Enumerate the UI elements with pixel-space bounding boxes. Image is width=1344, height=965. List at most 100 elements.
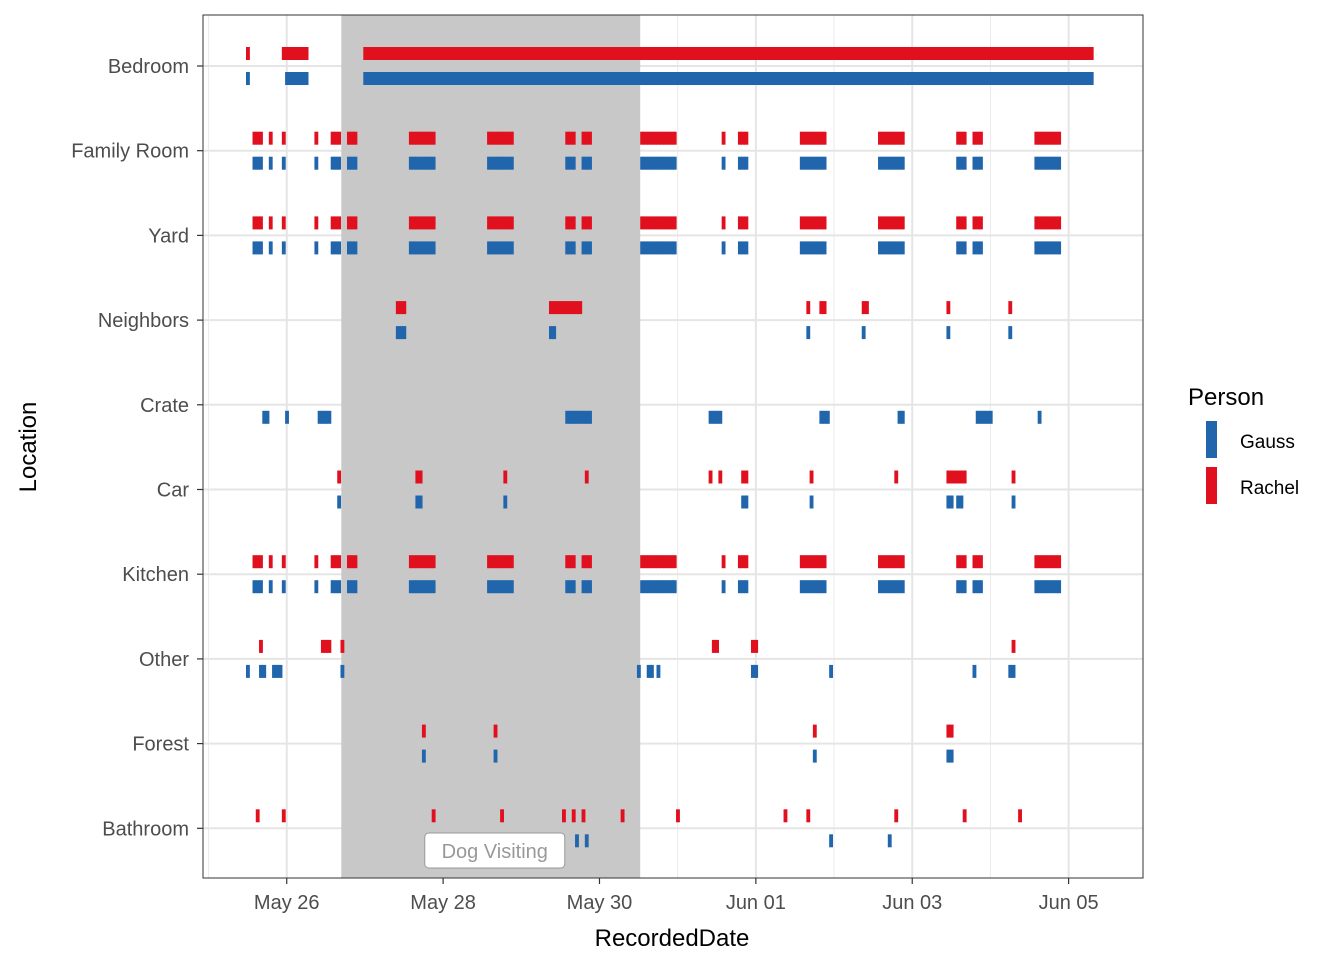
event-mark-rachel-bedroom [522, 47, 527, 60]
event-mark-gauss-kitchen [878, 580, 882, 594]
event-mark-rachel-bedroom [982, 47, 987, 60]
event-mark-rachel-kitchen [822, 555, 827, 569]
event-mark-gauss-yard [959, 241, 964, 255]
event-mark-rachel-bedroom [812, 47, 817, 60]
event-mark-gauss-family-room [887, 156, 892, 170]
event-mark-rachel-bedroom [816, 47, 820, 60]
event-mark-gauss-kitchen [887, 580, 892, 594]
event-mark-gauss-bedroom [871, 72, 876, 85]
event-mark-gauss-car [956, 495, 961, 509]
event-mark-rachel-bedroom [584, 47, 589, 60]
event-mark-rachel-yard [1053, 216, 1058, 230]
event-mark-gauss-bedroom [1060, 72, 1065, 85]
event-mark-gauss-bedroom [545, 72, 550, 85]
event-mark-gauss-bedroom [623, 72, 628, 85]
event-mark-rachel-bedroom [578, 47, 583, 60]
legend-label-gauss: Gauss [1240, 432, 1295, 453]
event-mark-rachel-bedroom [959, 47, 964, 60]
event-mark-gauss-crate [265, 410, 270, 424]
event-mark-rachel-bedroom [851, 47, 856, 60]
event-mark-gauss-kitchen [962, 580, 967, 594]
event-mark-rachel-family-room [897, 131, 902, 145]
event-marks [246, 47, 1094, 848]
event-mark-gauss-car [741, 495, 746, 509]
event-mark-rachel-family-room [581, 131, 586, 145]
event-mark-gauss-kitchen [1047, 580, 1052, 594]
event-mark-gauss-bedroom [685, 72, 690, 85]
event-mark-gauss-bedroom [565, 72, 570, 85]
event-mark-gauss-kitchen [588, 580, 592, 594]
event-mark-gauss-bedroom [920, 72, 925, 85]
event-mark-rachel-yard [744, 216, 749, 230]
y-tick-label-kitchen: Kitchen [122, 564, 189, 586]
event-mark-rachel-yard [659, 216, 664, 230]
event-mark-rachel-family-room [565, 131, 570, 145]
event-mark-gauss-bedroom [454, 72, 459, 85]
event-mark-rachel-bedroom [529, 47, 534, 60]
event-mark-gauss-kitchen [1034, 580, 1039, 594]
event-mark-gauss-bedroom [868, 72, 873, 85]
event-mark-rachel-bedroom [864, 47, 869, 60]
event-mark-gauss-forest [812, 749, 817, 763]
event-mark-rachel-kitchen [819, 555, 824, 569]
event-mark-gauss-bedroom [402, 72, 407, 85]
event-mark-rachel-yard [584, 216, 589, 230]
event-mark-gauss-family-room [425, 156, 430, 170]
event-mark-gauss-yard [428, 241, 433, 255]
event-mark-rachel-kitchen [425, 555, 430, 569]
event-mark-gauss-bedroom [532, 72, 537, 85]
event-mark-rachel-bedroom [672, 47, 677, 60]
event-mark-rachel-car [584, 470, 589, 484]
event-mark-rachel-bedroom [764, 47, 768, 60]
event-mark-gauss-bedroom [845, 72, 850, 85]
event-mark-rachel-kitchen [259, 555, 263, 569]
legend-label-rachel: Rachel [1240, 478, 1299, 499]
event-mark-gauss-kitchen [809, 580, 814, 594]
x-tick-label: May 28 [410, 892, 476, 914]
event-mark-rachel-bedroom [415, 47, 420, 60]
event-mark-gauss-car [1011, 495, 1016, 509]
event-mark-gauss-bedroom [1021, 72, 1026, 85]
event-mark-rachel-neighbors [575, 301, 579, 315]
event-mark-gauss-family-room [653, 156, 658, 170]
event-mark-gauss-bedroom [711, 72, 716, 85]
event-mark-gauss-family-room [975, 156, 980, 170]
event-mark-gauss-bedroom [447, 72, 452, 85]
event-mark-rachel-neighbors [578, 301, 583, 315]
event-mark-rachel-kitchen [496, 555, 501, 569]
event-mark-rachel-kitchen [972, 555, 977, 569]
event-mark-rachel-family-room [972, 131, 977, 145]
event-mark-rachel-bedroom [461, 47, 465, 60]
event-mark-gauss-crate [988, 410, 993, 424]
event-mark-gauss-bedroom [926, 72, 931, 85]
event-mark-gauss-bedroom [832, 72, 837, 85]
event-mark-gauss-kitchen [1050, 580, 1055, 594]
event-mark-rachel-car [418, 470, 423, 484]
event-mark-rachel-car [894, 470, 899, 484]
event-mark-gauss-bedroom [428, 72, 433, 85]
event-mark-rachel-bedroom [542, 47, 547, 60]
event-mark-rachel-kitchen [659, 555, 664, 569]
event-mark-gauss-bedroom [812, 72, 817, 85]
event-mark-gauss-family-room [496, 156, 501, 170]
event-mark-gauss-family-room [897, 156, 902, 170]
event-mark-gauss-yard [972, 241, 977, 255]
event-mark-rachel-bedroom [702, 47, 706, 60]
event-mark-rachel-other [320, 639, 325, 653]
event-mark-rachel-kitchen [959, 555, 964, 569]
event-mark-gauss-bedroom [496, 72, 501, 85]
event-mark-gauss-bedroom [689, 72, 693, 85]
event-mark-rachel-bedroom [646, 47, 651, 60]
event-mark-rachel-family-room [1037, 131, 1042, 145]
event-mark-rachel-bedroom [939, 47, 944, 60]
event-mark-gauss-bedroom [1027, 72, 1032, 85]
event-mark-rachel-bedroom [382, 47, 387, 60]
event-mark-rachel-yard [972, 216, 977, 230]
event-mark-rachel-neighbors [822, 301, 827, 315]
event-mark-gauss-family-room [744, 156, 749, 170]
event-mark-gauss-bedroom [539, 72, 544, 85]
event-mark-gauss-bedroom [506, 72, 511, 85]
event-mark-gauss-bedroom [829, 72, 834, 85]
event-mark-gauss-family-room [330, 156, 335, 170]
event-mark-gauss-family-room [509, 156, 514, 170]
